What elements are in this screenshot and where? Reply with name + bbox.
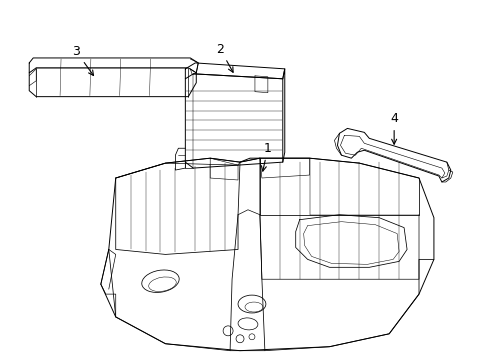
Text: 1: 1 xyxy=(261,142,271,171)
Text: 4: 4 xyxy=(389,112,397,144)
Text: 3: 3 xyxy=(72,45,93,76)
Text: 2: 2 xyxy=(216,42,233,72)
